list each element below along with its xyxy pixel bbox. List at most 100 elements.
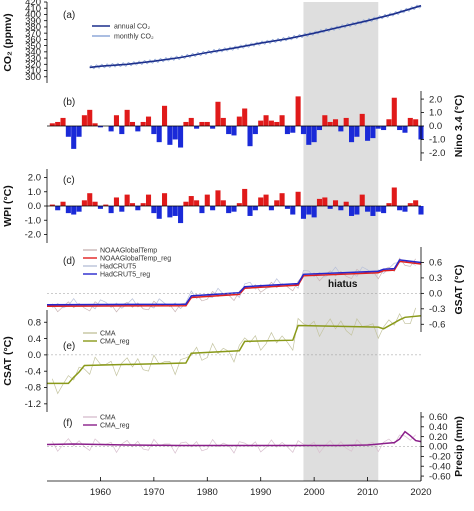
bar-b-1966 bbox=[129, 121, 136, 126]
bar-c-2006 bbox=[343, 201, 349, 206]
hiatus-label: hiatus bbox=[328, 279, 358, 290]
bar-b-1970 bbox=[151, 126, 157, 135]
y-tick-label-a-12: 420 bbox=[25, 0, 41, 8]
bar-c-1983 bbox=[220, 200, 226, 206]
panel-label-b: (b) bbox=[63, 97, 75, 108]
bar-c-1977 bbox=[188, 196, 194, 206]
bar-b-1994 bbox=[279, 115, 285, 126]
bar-c-1985 bbox=[231, 206, 237, 212]
layer-axes bbox=[44, 1, 424, 482]
y-tick-label-c-0: 2.0 bbox=[28, 173, 41, 184]
bar-b-1971 bbox=[156, 126, 162, 143]
bar-b-2001 bbox=[316, 126, 323, 131]
bar-c-1954 bbox=[65, 206, 71, 214]
bar-c-1965 bbox=[124, 194, 130, 206]
bar-b-1972 bbox=[162, 105, 168, 126]
y-tick-label-c-4: -2.0 bbox=[25, 230, 41, 241]
bar-b-1959 bbox=[92, 123, 98, 126]
legend-label-f-0: CMA bbox=[100, 415, 116, 422]
bar-c-1997 bbox=[295, 191, 301, 206]
bar-b-2013 bbox=[381, 126, 387, 131]
y-tick-label-e-1: 0.4 bbox=[28, 334, 41, 345]
panel-label-e: (e) bbox=[63, 341, 75, 352]
bar-c-1968 bbox=[140, 203, 146, 206]
bar-b-1985 bbox=[231, 126, 237, 136]
bar-b-1998 bbox=[300, 126, 306, 135]
bar-b-1980 bbox=[204, 121, 210, 126]
bar-c-2004 bbox=[332, 200, 339, 206]
bar-b-2000 bbox=[311, 126, 317, 143]
bar-b-1992 bbox=[268, 120, 274, 126]
bar-b-1978 bbox=[194, 126, 200, 129]
bar-b-2019 bbox=[413, 119, 419, 126]
bar-b-1965 bbox=[124, 109, 130, 126]
bar-b-2004 bbox=[332, 119, 339, 126]
bar-b-1958 bbox=[87, 109, 93, 126]
bar-b-2015 bbox=[391, 97, 397, 126]
y-axis-title-c: WPI (°C) bbox=[2, 185, 14, 227]
bar-c-1979 bbox=[199, 206, 205, 214]
x-tick-label-6: 2020 bbox=[410, 487, 431, 498]
y-tick-label-f-0: 0.60 bbox=[429, 412, 448, 423]
bar-b-2008 bbox=[354, 126, 360, 137]
bar-c-1990 bbox=[258, 197, 264, 206]
bar-c-1987 bbox=[242, 188, 248, 206]
legend-label-d-1: NOAAGlobalTemp_reg bbox=[100, 256, 171, 263]
x-tick-label-1: 1970 bbox=[143, 487, 164, 498]
bar-c-1951 bbox=[49, 204, 55, 206]
bar-c-2014 bbox=[386, 203, 392, 206]
series-annual-co2 bbox=[89, 4, 422, 69]
y-tick-label-d-0: 0.6 bbox=[429, 258, 442, 269]
y-tick-label-c-1: 1.0 bbox=[28, 187, 41, 198]
bar-b-2009 bbox=[359, 113, 365, 126]
bar-b-1983 bbox=[220, 117, 226, 126]
bar-c-1984 bbox=[226, 206, 232, 214]
bar-c-1980 bbox=[204, 194, 210, 206]
y-tick-label-a-10: 400 bbox=[25, 10, 41, 21]
bar-c-1960 bbox=[97, 206, 103, 209]
y-tick-label-a-5: 350 bbox=[25, 41, 41, 52]
bar-c-2016 bbox=[397, 206, 403, 211]
bar-b-1999 bbox=[306, 126, 312, 145]
y-tick-label-e-3: -0.4 bbox=[25, 366, 41, 377]
y-tick-label-c-2: 0.0 bbox=[28, 201, 41, 212]
bar-b-2002 bbox=[322, 115, 328, 126]
series-reg-d-1 bbox=[46, 259, 422, 306]
y-tick-label-a-1: 310 bbox=[25, 66, 41, 77]
bar-c-2000 bbox=[311, 206, 317, 218]
y-tick-label-b-1: 1.0 bbox=[429, 108, 442, 119]
bar-c-1971 bbox=[156, 206, 162, 219]
x-tick-label-3: 1990 bbox=[250, 487, 271, 498]
bar-c-1994 bbox=[279, 193, 285, 206]
bar-c-1952 bbox=[55, 206, 61, 211]
bar-b-1967 bbox=[135, 126, 141, 132]
y-tick-label-b-0: 2.0 bbox=[429, 94, 442, 105]
legend-label-d-2: HadCRUT5 bbox=[100, 264, 136, 271]
hiatus-shading bbox=[303, 2, 379, 481]
bar-c-1953 bbox=[60, 201, 66, 206]
bar-c-1970 bbox=[151, 206, 157, 214]
y-axis-title-b: Nino 3.4 (°C) bbox=[453, 95, 465, 158]
bar-c-1957 bbox=[81, 200, 87, 206]
bar-b-1974 bbox=[172, 126, 178, 140]
bar-c-1973 bbox=[167, 206, 173, 218]
bar-b-1962 bbox=[108, 126, 114, 132]
bar-c-1981 bbox=[210, 206, 216, 211]
bar-c-2019 bbox=[413, 200, 419, 206]
y-tick-label-e-5: -1.2 bbox=[25, 399, 41, 410]
y-tick-label-e-0: 0.8 bbox=[28, 317, 41, 328]
y-tick-label-b-4: -2.0 bbox=[429, 148, 445, 159]
bar-b-1991 bbox=[263, 115, 269, 126]
bar-c-2012 bbox=[375, 206, 381, 212]
series-reg-d-0 bbox=[46, 260, 422, 307]
legend-label-f-1: CMA_reg bbox=[100, 423, 130, 430]
bar-c-2010 bbox=[365, 206, 371, 212]
bar-c-1999 bbox=[306, 206, 312, 215]
y-tick-label-a-8: 380 bbox=[25, 22, 41, 33]
bar-c-2011 bbox=[370, 206, 376, 216]
y-axis-title-f: Precip (mm) bbox=[453, 416, 465, 477]
bar-c-1992 bbox=[268, 206, 274, 211]
bar-b-1953 bbox=[60, 117, 66, 126]
bar-c-2020 bbox=[418, 206, 424, 215]
